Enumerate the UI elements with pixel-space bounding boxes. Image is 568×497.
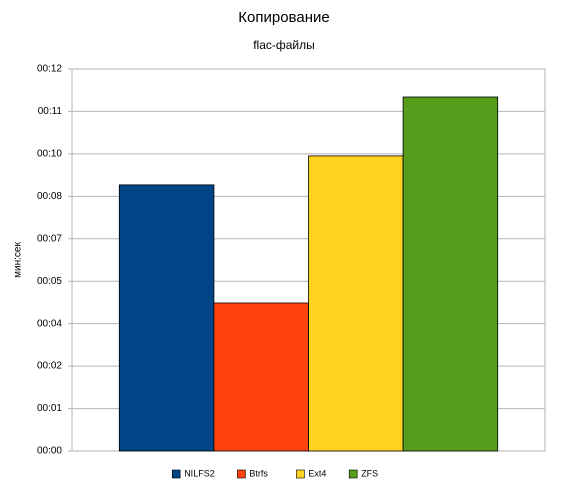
bar bbox=[118, 184, 215, 452]
bar bbox=[308, 155, 404, 452]
chart-title: Копирование bbox=[238, 9, 329, 26]
legend-swatch bbox=[237, 469, 246, 479]
legend-label: Btrfs bbox=[249, 468, 268, 478]
y-tick-label: 00:10 bbox=[37, 149, 62, 160]
legend-swatch bbox=[348, 469, 358, 479]
legend-label: ZFS bbox=[361, 468, 378, 478]
y-axis-label: мин:сек bbox=[13, 242, 24, 278]
bar bbox=[213, 302, 309, 452]
y-tick-label: 00:07 bbox=[37, 233, 62, 244]
legend-label: Ext4 bbox=[308, 468, 326, 478]
bar bbox=[402, 96, 499, 452]
legend-label: NILFS2 bbox=[184, 468, 215, 478]
y-tick-label: 00:02 bbox=[37, 361, 62, 372]
chart-subtitle: flac-файлы bbox=[253, 38, 315, 52]
y-tick-label: 00:04 bbox=[37, 318, 62, 329]
y-tick-label: 00:08 bbox=[37, 191, 62, 202]
legend-swatch bbox=[296, 469, 305, 479]
y-tick-label: 00:05 bbox=[37, 276, 62, 287]
y-tick-label: 00:11 bbox=[38, 106, 63, 117]
y-tick-label: 00:01 bbox=[37, 403, 62, 414]
y-tick-label: 00:00 bbox=[37, 446, 62, 457]
legend-swatch bbox=[171, 469, 181, 479]
y-tick-label: 00:12 bbox=[37, 64, 62, 75]
